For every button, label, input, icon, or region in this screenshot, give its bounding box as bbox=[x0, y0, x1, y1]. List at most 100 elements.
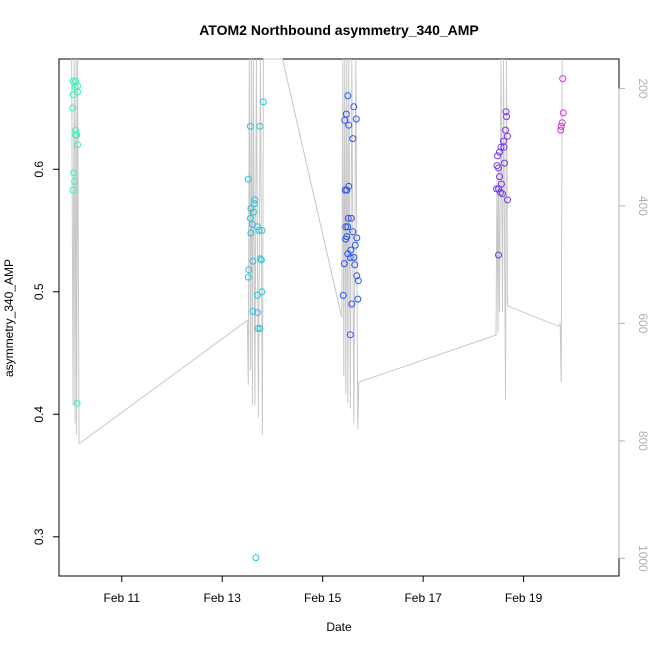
data-point bbox=[254, 325, 262, 332]
y2-tick-label: 1000 bbox=[636, 545, 650, 572]
data-point bbox=[557, 122, 565, 130]
series-0 bbox=[69, 77, 82, 407]
data-point bbox=[559, 109, 567, 117]
data-point bbox=[350, 254, 358, 261]
data-point bbox=[69, 77, 77, 85]
y2-axis: 200 400 600 800 1000 bbox=[618, 78, 650, 572]
y2-tick-label: 200 bbox=[636, 78, 650, 98]
data-point bbox=[346, 254, 354, 261]
data-point bbox=[259, 98, 267, 106]
data-point bbox=[342, 235, 350, 243]
data-point bbox=[256, 255, 264, 263]
data-point bbox=[340, 260, 348, 268]
x-tick-label: Feb 19 bbox=[505, 591, 543, 605]
x-axis-label: Date bbox=[326, 620, 352, 634]
data-point bbox=[346, 331, 354, 339]
depth-trace-line bbox=[71, 58, 563, 445]
series-3 bbox=[493, 108, 511, 259]
data-point bbox=[71, 178, 79, 185]
data-point bbox=[349, 135, 357, 143]
data-point bbox=[246, 122, 254, 130]
series-1 bbox=[244, 98, 267, 562]
x-tick-label: Feb 15 bbox=[304, 591, 342, 605]
data-point bbox=[497, 143, 505, 151]
series-4 bbox=[557, 75, 567, 134]
data-point bbox=[345, 121, 353, 129]
data-point bbox=[502, 108, 510, 116]
data-point bbox=[352, 115, 360, 123]
data-point bbox=[249, 307, 257, 315]
data-point bbox=[249, 208, 257, 216]
data-point bbox=[246, 214, 254, 222]
chart-title: ATOM2 Northbound asymmetry_340_AMP bbox=[199, 22, 479, 38]
data-point bbox=[244, 175, 252, 183]
data-point bbox=[247, 229, 255, 237]
data-point bbox=[73, 399, 81, 407]
data-point bbox=[250, 200, 258, 208]
data-point bbox=[501, 159, 508, 167]
data-point bbox=[347, 214, 355, 222]
data-point bbox=[339, 291, 347, 299]
x-tick-label: Feb 13 bbox=[204, 591, 242, 605]
data-point bbox=[349, 228, 357, 236]
data-point bbox=[72, 126, 80, 134]
data-point bbox=[343, 186, 351, 194]
data-point bbox=[500, 143, 508, 151]
data-point bbox=[496, 148, 503, 156]
data-point bbox=[503, 113, 510, 121]
x-axis: Feb 11 Feb 13 Feb 15 Feb 17 Feb 19 bbox=[104, 575, 543, 605]
y2-tick-label: 600 bbox=[636, 313, 650, 333]
y-tick-label: 0.3 bbox=[32, 528, 46, 545]
x-tick-label: Feb 17 bbox=[404, 591, 442, 605]
data-point bbox=[256, 122, 264, 130]
data-point bbox=[344, 214, 352, 222]
series-2 bbox=[339, 92, 362, 339]
data-point bbox=[353, 234, 361, 242]
data-point bbox=[253, 223, 261, 231]
data-point bbox=[495, 185, 502, 193]
data-point bbox=[502, 126, 509, 134]
data-point bbox=[351, 261, 359, 269]
data-point bbox=[494, 152, 501, 160]
data-point bbox=[354, 295, 362, 303]
data-point bbox=[342, 223, 350, 231]
data-point bbox=[559, 75, 567, 83]
data-point bbox=[251, 196, 259, 204]
data-point bbox=[495, 164, 502, 172]
y2-tick-label: 800 bbox=[636, 431, 650, 451]
data-point bbox=[353, 272, 361, 280]
data-point bbox=[558, 119, 566, 127]
data-point bbox=[345, 182, 353, 190]
x-tick-label: Feb 11 bbox=[104, 591, 141, 605]
data-point bbox=[354, 277, 362, 285]
data-point bbox=[495, 251, 502, 259]
data-point bbox=[344, 92, 352, 100]
points-layer bbox=[69, 75, 567, 562]
y-tick-label: 0.4 bbox=[32, 406, 46, 423]
data-point bbox=[258, 227, 266, 234]
data-point bbox=[341, 116, 349, 124]
data-point bbox=[253, 291, 261, 299]
data-point bbox=[557, 126, 565, 134]
data-point bbox=[74, 141, 82, 149]
depth-trace-layer bbox=[71, 58, 563, 445]
y-axis: 0.3 0.4 0.5 0.6 bbox=[32, 161, 60, 545]
data-point bbox=[342, 110, 350, 118]
data-point bbox=[72, 131, 80, 139]
data-point bbox=[504, 196, 511, 204]
data-point bbox=[69, 104, 77, 112]
data-point bbox=[344, 223, 352, 231]
data-point bbox=[256, 325, 264, 332]
data-point bbox=[257, 256, 265, 264]
data-point bbox=[497, 189, 504, 196]
y-tick-label: 0.6 bbox=[32, 161, 46, 178]
data-point bbox=[252, 554, 260, 562]
data-point bbox=[504, 132, 511, 140]
data-point bbox=[348, 300, 356, 308]
y-tick-label: 0.5 bbox=[32, 283, 46, 300]
data-point bbox=[496, 173, 503, 181]
data-point bbox=[350, 103, 358, 111]
data-point bbox=[255, 227, 263, 234]
data-point bbox=[499, 190, 506, 198]
